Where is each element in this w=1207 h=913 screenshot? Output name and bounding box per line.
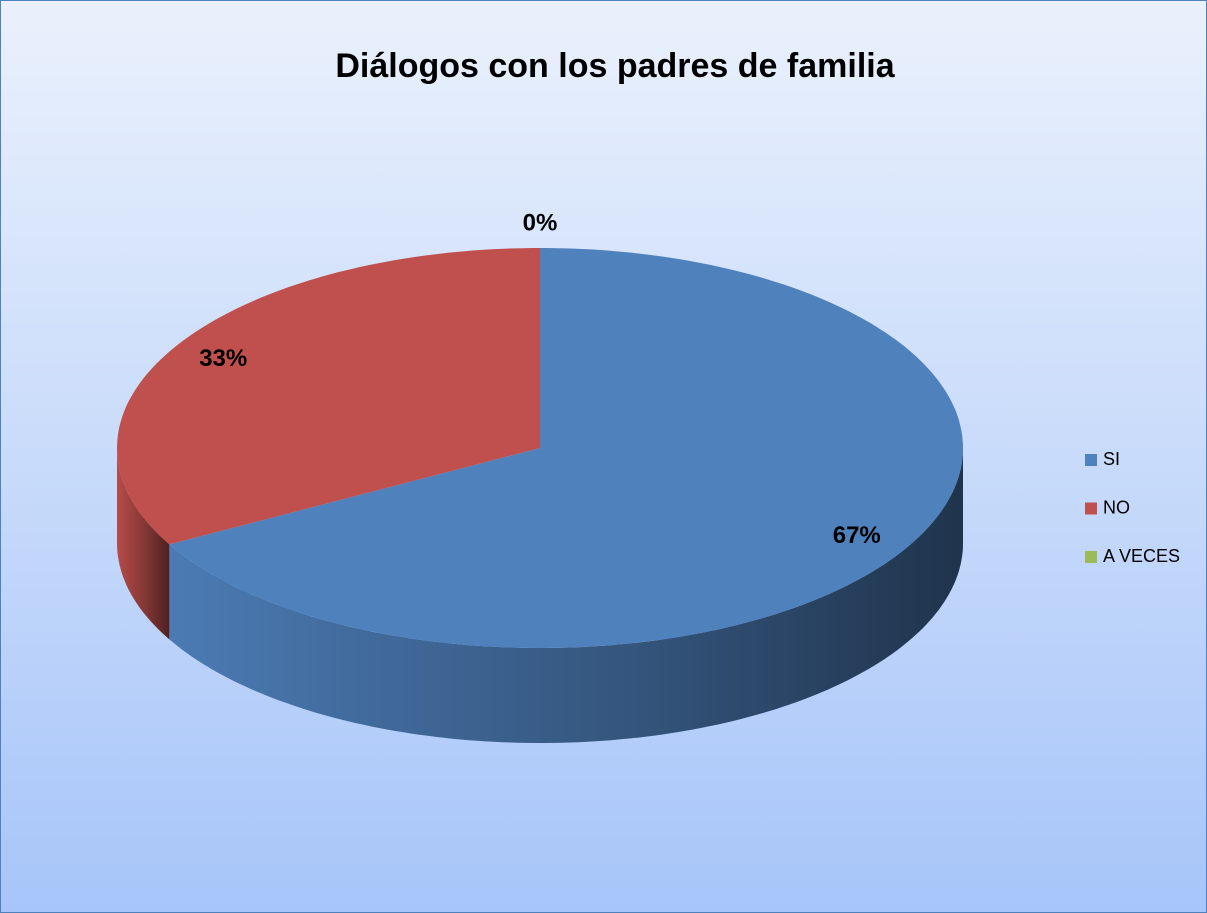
pie-sides	[117, 448, 964, 743]
data-label: 33%	[199, 345, 247, 372]
data-label: 67%	[833, 522, 881, 549]
data-label: 0%	[523, 209, 558, 236]
legend-label: SI	[1103, 449, 1120, 469]
slice-side-shade	[117, 448, 170, 640]
legend-label: A VECES	[1103, 546, 1180, 566]
slice	[169, 248, 964, 648]
slice	[117, 248, 540, 545]
slice-side-shade	[169, 448, 964, 743]
legend-swatch	[1085, 502, 1097, 515]
chart-title: Diálogos con los padres de familia	[335, 47, 895, 85]
pie-tops	[117, 248, 964, 648]
legend-label: NO	[1103, 497, 1130, 517]
legend-swatch	[1085, 454, 1097, 466]
legend-swatch	[1085, 551, 1097, 563]
